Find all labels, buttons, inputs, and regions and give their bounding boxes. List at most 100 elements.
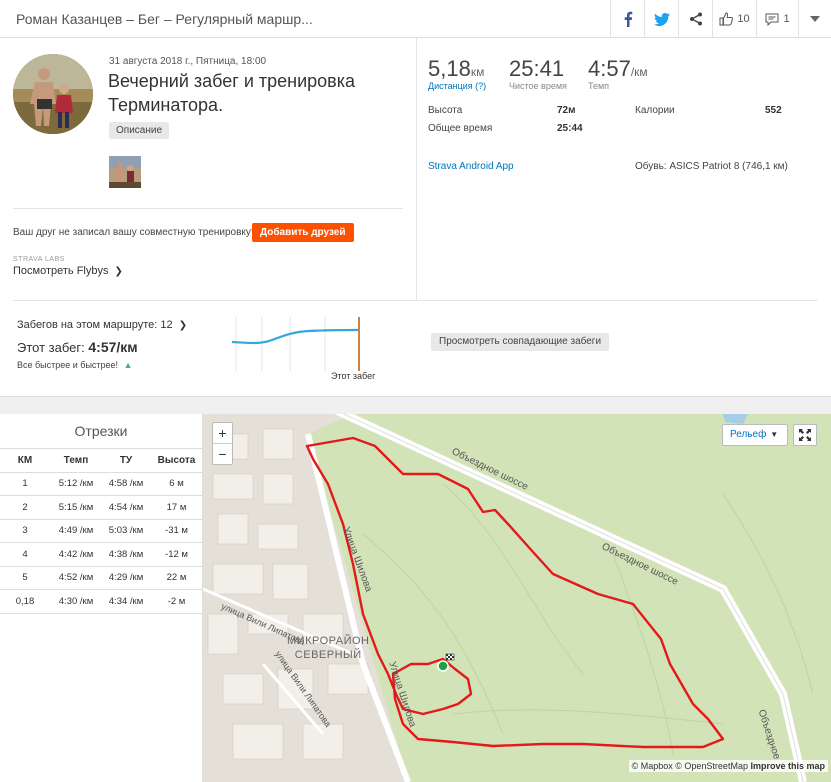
split-gap: 4:58 /км xyxy=(102,472,150,496)
chevron-right-icon: ❯ xyxy=(178,320,188,331)
left-section-divider xyxy=(13,208,403,209)
split-elevation: -2 м xyxy=(150,589,203,614)
stat-pace: 4:57/км Темп xyxy=(588,56,648,91)
pace-value: 4:57 xyxy=(588,56,631,81)
route-section-divider xyxy=(13,300,818,301)
distance-unit: км xyxy=(470,65,485,79)
split-pace: 5:12 /км xyxy=(50,472,102,496)
split-gap: 4:54 /км xyxy=(102,495,150,520)
split-gap: 4:29 /км xyxy=(102,566,150,590)
faster-text: Все быстрее и быстрее! xyxy=(17,360,119,370)
device-app-link[interactable]: Strava Android App xyxy=(428,161,514,172)
moving-time-label: Чистое время xyxy=(509,81,567,91)
elevation-value: 72м xyxy=(557,105,576,116)
map-label-district: МИКРОРАЙОН СЕВЕРНЫЙ xyxy=(287,634,369,662)
split-pace: 4:42 /км xyxy=(50,542,102,567)
split-pace: 4:49 /км xyxy=(50,519,102,543)
share-icon xyxy=(689,12,702,26)
split-gap: 5:03 /км xyxy=(102,519,150,543)
description-button[interactable]: Описание xyxy=(109,122,170,139)
elapsed-time-label: Общее время xyxy=(428,123,493,134)
table-row[interactable]: 2 5:15 /км 4:54 /км 17 м xyxy=(0,495,203,520)
calories-label: Калории xyxy=(635,105,675,116)
table-row[interactable]: 3 4:49 /км 5:03 /км -31 м xyxy=(0,519,203,543)
split-elevation: 6 м xyxy=(150,472,203,496)
sparkline-current-label: Этот забег xyxy=(331,371,376,381)
zoom-in-button[interactable]: + xyxy=(213,423,232,444)
split-pace: 4:52 /км xyxy=(50,566,102,590)
col-km: КМ xyxy=(0,449,50,473)
route-count-label: Забегов на этом маршруте: 12 xyxy=(17,319,173,331)
calories-value: 552 xyxy=(765,105,782,116)
kudos-button[interactable]: 10 xyxy=(712,0,756,38)
fullscreen-button[interactable] xyxy=(793,424,817,446)
improve-map-link[interactable]: Improve this map xyxy=(750,761,825,771)
athlete-avatar[interactable] xyxy=(13,54,93,134)
pace-unit: /км xyxy=(630,65,648,79)
facebook-icon xyxy=(624,11,632,27)
twitter-share-button[interactable] xyxy=(644,0,678,38)
col-gap: ТУ xyxy=(102,449,150,473)
split-elevation: 22 м xyxy=(150,566,203,590)
split-km: 0,18 xyxy=(0,589,50,614)
table-row[interactable]: 0,18 4:30 /км 4:34 /км -2 м xyxy=(0,589,203,614)
table-row[interactable]: 4 4:42 /км 4:38 /км -12 м xyxy=(0,542,203,567)
view-matching-runs-button[interactable]: Просмотреть совпадающие забеги xyxy=(431,333,610,351)
view-flybys-label: Посмотреть Flybys xyxy=(13,265,109,277)
activity-title: Вечерний забег и тренировка Терминатора. xyxy=(108,71,355,115)
osm-link[interactable]: © OpenStreetMap xyxy=(675,761,748,771)
zoom-out-button[interactable]: − xyxy=(218,446,227,462)
elapsed-time-value: 25:44 xyxy=(557,123,583,134)
friend-missing-text: Ваш друг не записал вашу совместную трен… xyxy=(13,227,257,238)
splits-title: Отрезки xyxy=(0,414,202,449)
split-pace: 4:30 /км xyxy=(50,589,102,614)
split-elevation: -12 м xyxy=(150,542,203,567)
map-layer-dropdown[interactable]: Рельеф ▼ xyxy=(722,424,788,446)
distance-value: 5,18 xyxy=(428,56,471,81)
more-menu-button[interactable] xyxy=(798,0,831,38)
mapbox-link[interactable]: © Mapbox xyxy=(631,761,673,771)
moving-time-value: 25:41 xyxy=(509,56,565,81)
split-km: 5 xyxy=(0,566,50,590)
chevron-down-icon xyxy=(810,16,820,22)
split-elevation: 17 м xyxy=(150,495,203,520)
chevron-right-icon: ❯ xyxy=(114,266,123,277)
this-run-pace: Этот забег: 4:57/км xyxy=(17,339,138,355)
splits-table: КМ Темп ТУ Высота 1 5:12 /км 4:58 /км 6 … xyxy=(0,449,203,614)
split-km: 2 xyxy=(0,495,50,520)
map-canvas xyxy=(203,414,831,782)
route-map[interactable]: Объездное шоссе Объездное шоссе Улица Ши… xyxy=(203,414,831,782)
facebook-share-button[interactable] xyxy=(610,0,644,38)
distance-label-link[interactable]: Дистанция (?) xyxy=(428,81,487,91)
shoes-info: Обувь: ASICS Patriot 8 (746,1 км) xyxy=(635,161,788,172)
column-divider xyxy=(416,38,417,300)
faster-trend: Все быстрее и быстрее! ▲ xyxy=(17,360,133,370)
table-row[interactable]: 1 5:12 /км 4:58 /км 6 м xyxy=(0,472,203,496)
fullscreen-icon xyxy=(799,429,811,441)
split-elevation: -31 м xyxy=(150,519,203,543)
table-row[interactable]: 5 4:52 /км 4:29 /км 22 м xyxy=(0,566,203,590)
route-count-link[interactable]: Забегов на этом маршруте: 12 ❯ xyxy=(17,319,187,331)
strava-labs-label: STRAVA LABS xyxy=(13,256,65,263)
district-line-1: МИКРОРАЙОН xyxy=(287,635,370,647)
map-layer-label: Рельеф xyxy=(730,429,767,440)
comment-icon xyxy=(765,13,779,26)
split-gap: 4:38 /км xyxy=(102,542,150,567)
split-pace: 5:15 /км xyxy=(50,495,102,520)
comments-count: 1 xyxy=(783,13,790,25)
col-elevation: Высота xyxy=(150,449,203,473)
district-line-2: СЕВЕРНЫЙ xyxy=(294,649,362,661)
stat-moving-time: 25:41 Чистое время xyxy=(509,56,567,91)
activity-photo-thumbnail[interactable] xyxy=(109,156,141,188)
comments-button[interactable]: 1 xyxy=(756,0,798,38)
zoom-control: + − xyxy=(212,422,233,465)
view-flybys-link[interactable]: Посмотреть Flybys ❯ xyxy=(13,265,123,277)
split-km: 1 xyxy=(0,472,50,496)
share-button[interactable] xyxy=(678,0,712,38)
stat-distance: 5,18км Дистанция (?) xyxy=(428,56,486,91)
this-run-value: 4:57/км xyxy=(88,339,138,355)
split-km: 4 xyxy=(0,542,50,567)
map-attribution: © Mapbox © OpenStreetMap Improve this ma… xyxy=(628,760,828,772)
add-friends-button[interactable]: Добавить друзей xyxy=(252,223,354,242)
route-pace-sparkline xyxy=(231,317,360,371)
